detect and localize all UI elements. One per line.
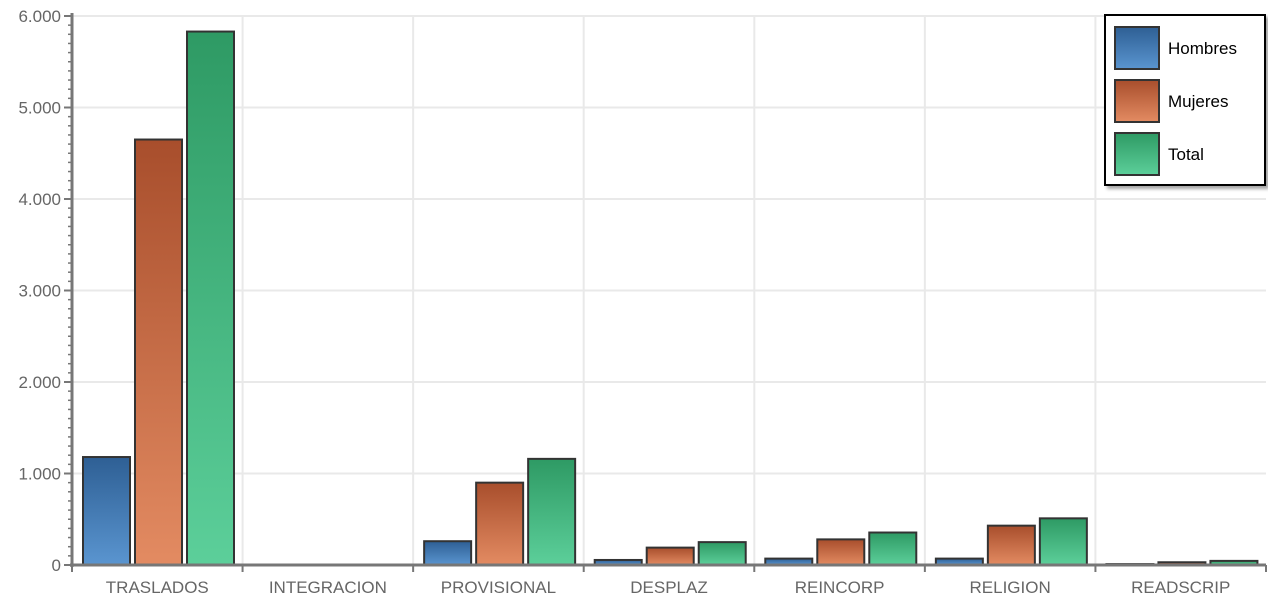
y-tick-label: 2.000 <box>18 373 61 392</box>
legend-label-total: Total <box>1168 145 1204 164</box>
legend-swatch-hombres <box>1114 26 1160 70</box>
legend-label-hombres: Hombres <box>1168 39 1237 58</box>
axes: 0 1.000 2.000 3.000 4.000 5.000 6.000 TRASLADOS… <box>18 7 1267 597</box>
x-category-label: PROVISIONAL <box>441 578 556 597</box>
y-tick-label: 0 <box>52 556 61 575</box>
bar-total-provisional <box>527 457 577 566</box>
bar-hombres-traslados <box>82 456 131 566</box>
bar-total-traslados <box>186 30 235 567</box>
x-category-label: DESPLAZ <box>630 578 707 597</box>
bar-mujeres-traslados <box>134 138 183 566</box>
bar-mujeres-desplaz <box>645 546 695 566</box>
y-tick-label: 6.000 <box>18 7 61 26</box>
bar-total-religion <box>1038 517 1088 567</box>
legend-swatch-total <box>1114 132 1160 176</box>
bar-mujeres-provisional <box>475 481 525 566</box>
legend-swatch-mujeres <box>1114 79 1160 123</box>
y-tick-label: 3.000 <box>18 282 61 301</box>
x-category-label: REINCORP <box>795 578 885 597</box>
x-category-label: INTEGRACION <box>269 578 387 597</box>
bar-total-reincorp <box>868 531 918 567</box>
bar-mujeres-religion <box>986 524 1036 567</box>
legend-label-mujeres: Mujeres <box>1168 92 1228 111</box>
y-tick-label: 5.000 <box>18 99 61 118</box>
x-category-label: READSCRIP <box>1131 578 1230 597</box>
grid <box>72 15 1266 565</box>
bars <box>82 30 1259 567</box>
y-tick-label: 1.000 <box>18 465 61 484</box>
x-category-label: TRASLADOS <box>106 578 209 597</box>
bar-mujeres-reincorp <box>816 538 866 567</box>
y-tick-label: 4.000 <box>18 190 61 209</box>
legend: Hombres Mujeres Total <box>1104 14 1266 186</box>
bar-hombres-provisional <box>423 540 473 567</box>
x-category-label: RELIGION <box>970 578 1051 597</box>
bar-total-desplaz <box>697 541 747 566</box>
